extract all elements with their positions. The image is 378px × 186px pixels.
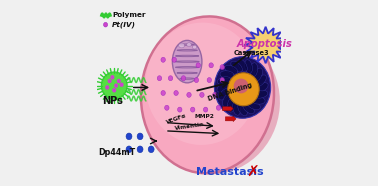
Ellipse shape: [126, 146, 132, 153]
Text: ✗: ✗: [246, 165, 259, 180]
Ellipse shape: [187, 92, 191, 97]
Ellipse shape: [161, 91, 165, 95]
Ellipse shape: [216, 105, 221, 110]
Ellipse shape: [219, 89, 229, 100]
Ellipse shape: [238, 103, 247, 116]
Ellipse shape: [209, 63, 213, 68]
Ellipse shape: [251, 97, 265, 104]
Ellipse shape: [119, 82, 124, 87]
Text: NPs: NPs: [102, 96, 123, 106]
Ellipse shape: [247, 101, 260, 110]
Ellipse shape: [112, 88, 116, 92]
Ellipse shape: [137, 133, 143, 140]
Ellipse shape: [108, 79, 112, 83]
Ellipse shape: [105, 85, 109, 90]
Text: DNA binding: DNA binding: [208, 81, 253, 102]
Ellipse shape: [110, 75, 115, 80]
Ellipse shape: [114, 83, 118, 88]
Ellipse shape: [181, 76, 186, 81]
Text: MMP2: MMP2: [195, 115, 214, 119]
Ellipse shape: [243, 103, 254, 114]
Ellipse shape: [245, 60, 253, 73]
Ellipse shape: [231, 61, 242, 72]
Ellipse shape: [228, 98, 235, 112]
Ellipse shape: [223, 94, 231, 107]
Ellipse shape: [117, 79, 121, 83]
Ellipse shape: [179, 43, 184, 48]
Ellipse shape: [214, 57, 271, 118]
Text: Dp44mT: Dp44mT: [99, 148, 136, 158]
Text: Vimentin: Vimentin: [174, 122, 205, 131]
Ellipse shape: [141, 16, 274, 173]
FancyArrow shape: [225, 116, 236, 122]
Ellipse shape: [256, 83, 268, 92]
Ellipse shape: [168, 76, 173, 81]
Ellipse shape: [172, 57, 177, 62]
Text: Caspase3: Caspase3: [234, 50, 269, 56]
Text: Pt(IV): Pt(IV): [112, 21, 136, 28]
Ellipse shape: [126, 133, 132, 140]
Ellipse shape: [232, 102, 240, 115]
Ellipse shape: [148, 146, 154, 153]
Ellipse shape: [101, 72, 127, 99]
Ellipse shape: [220, 71, 234, 78]
Ellipse shape: [172, 40, 202, 83]
Ellipse shape: [104, 22, 108, 27]
Ellipse shape: [196, 63, 200, 68]
Ellipse shape: [146, 23, 259, 145]
Ellipse shape: [187, 43, 191, 46]
Ellipse shape: [220, 65, 225, 70]
Text: VEGFα: VEGFα: [166, 113, 187, 125]
Ellipse shape: [256, 75, 266, 86]
Ellipse shape: [174, 91, 178, 95]
FancyArrow shape: [223, 106, 233, 111]
Ellipse shape: [254, 90, 268, 98]
Ellipse shape: [250, 63, 258, 77]
Ellipse shape: [217, 77, 231, 85]
Ellipse shape: [203, 107, 208, 112]
Ellipse shape: [165, 105, 169, 110]
Ellipse shape: [225, 65, 238, 74]
Ellipse shape: [192, 45, 197, 49]
Ellipse shape: [137, 146, 143, 153]
Polygon shape: [244, 27, 287, 63]
Ellipse shape: [217, 83, 229, 92]
Ellipse shape: [238, 59, 247, 72]
Ellipse shape: [178, 107, 182, 112]
Ellipse shape: [142, 30, 280, 174]
Ellipse shape: [228, 73, 259, 106]
Ellipse shape: [161, 57, 165, 62]
Text: Apoptosis: Apoptosis: [237, 39, 293, 49]
Ellipse shape: [213, 92, 217, 97]
Ellipse shape: [234, 79, 248, 93]
Text: Polymer: Polymer: [112, 12, 146, 18]
Ellipse shape: [194, 78, 198, 83]
Ellipse shape: [220, 78, 225, 83]
Ellipse shape: [200, 92, 204, 97]
Ellipse shape: [157, 76, 162, 81]
Text: Metastasis: Metastasis: [197, 167, 264, 177]
Ellipse shape: [191, 107, 195, 112]
Ellipse shape: [254, 68, 263, 81]
Ellipse shape: [207, 78, 212, 83]
